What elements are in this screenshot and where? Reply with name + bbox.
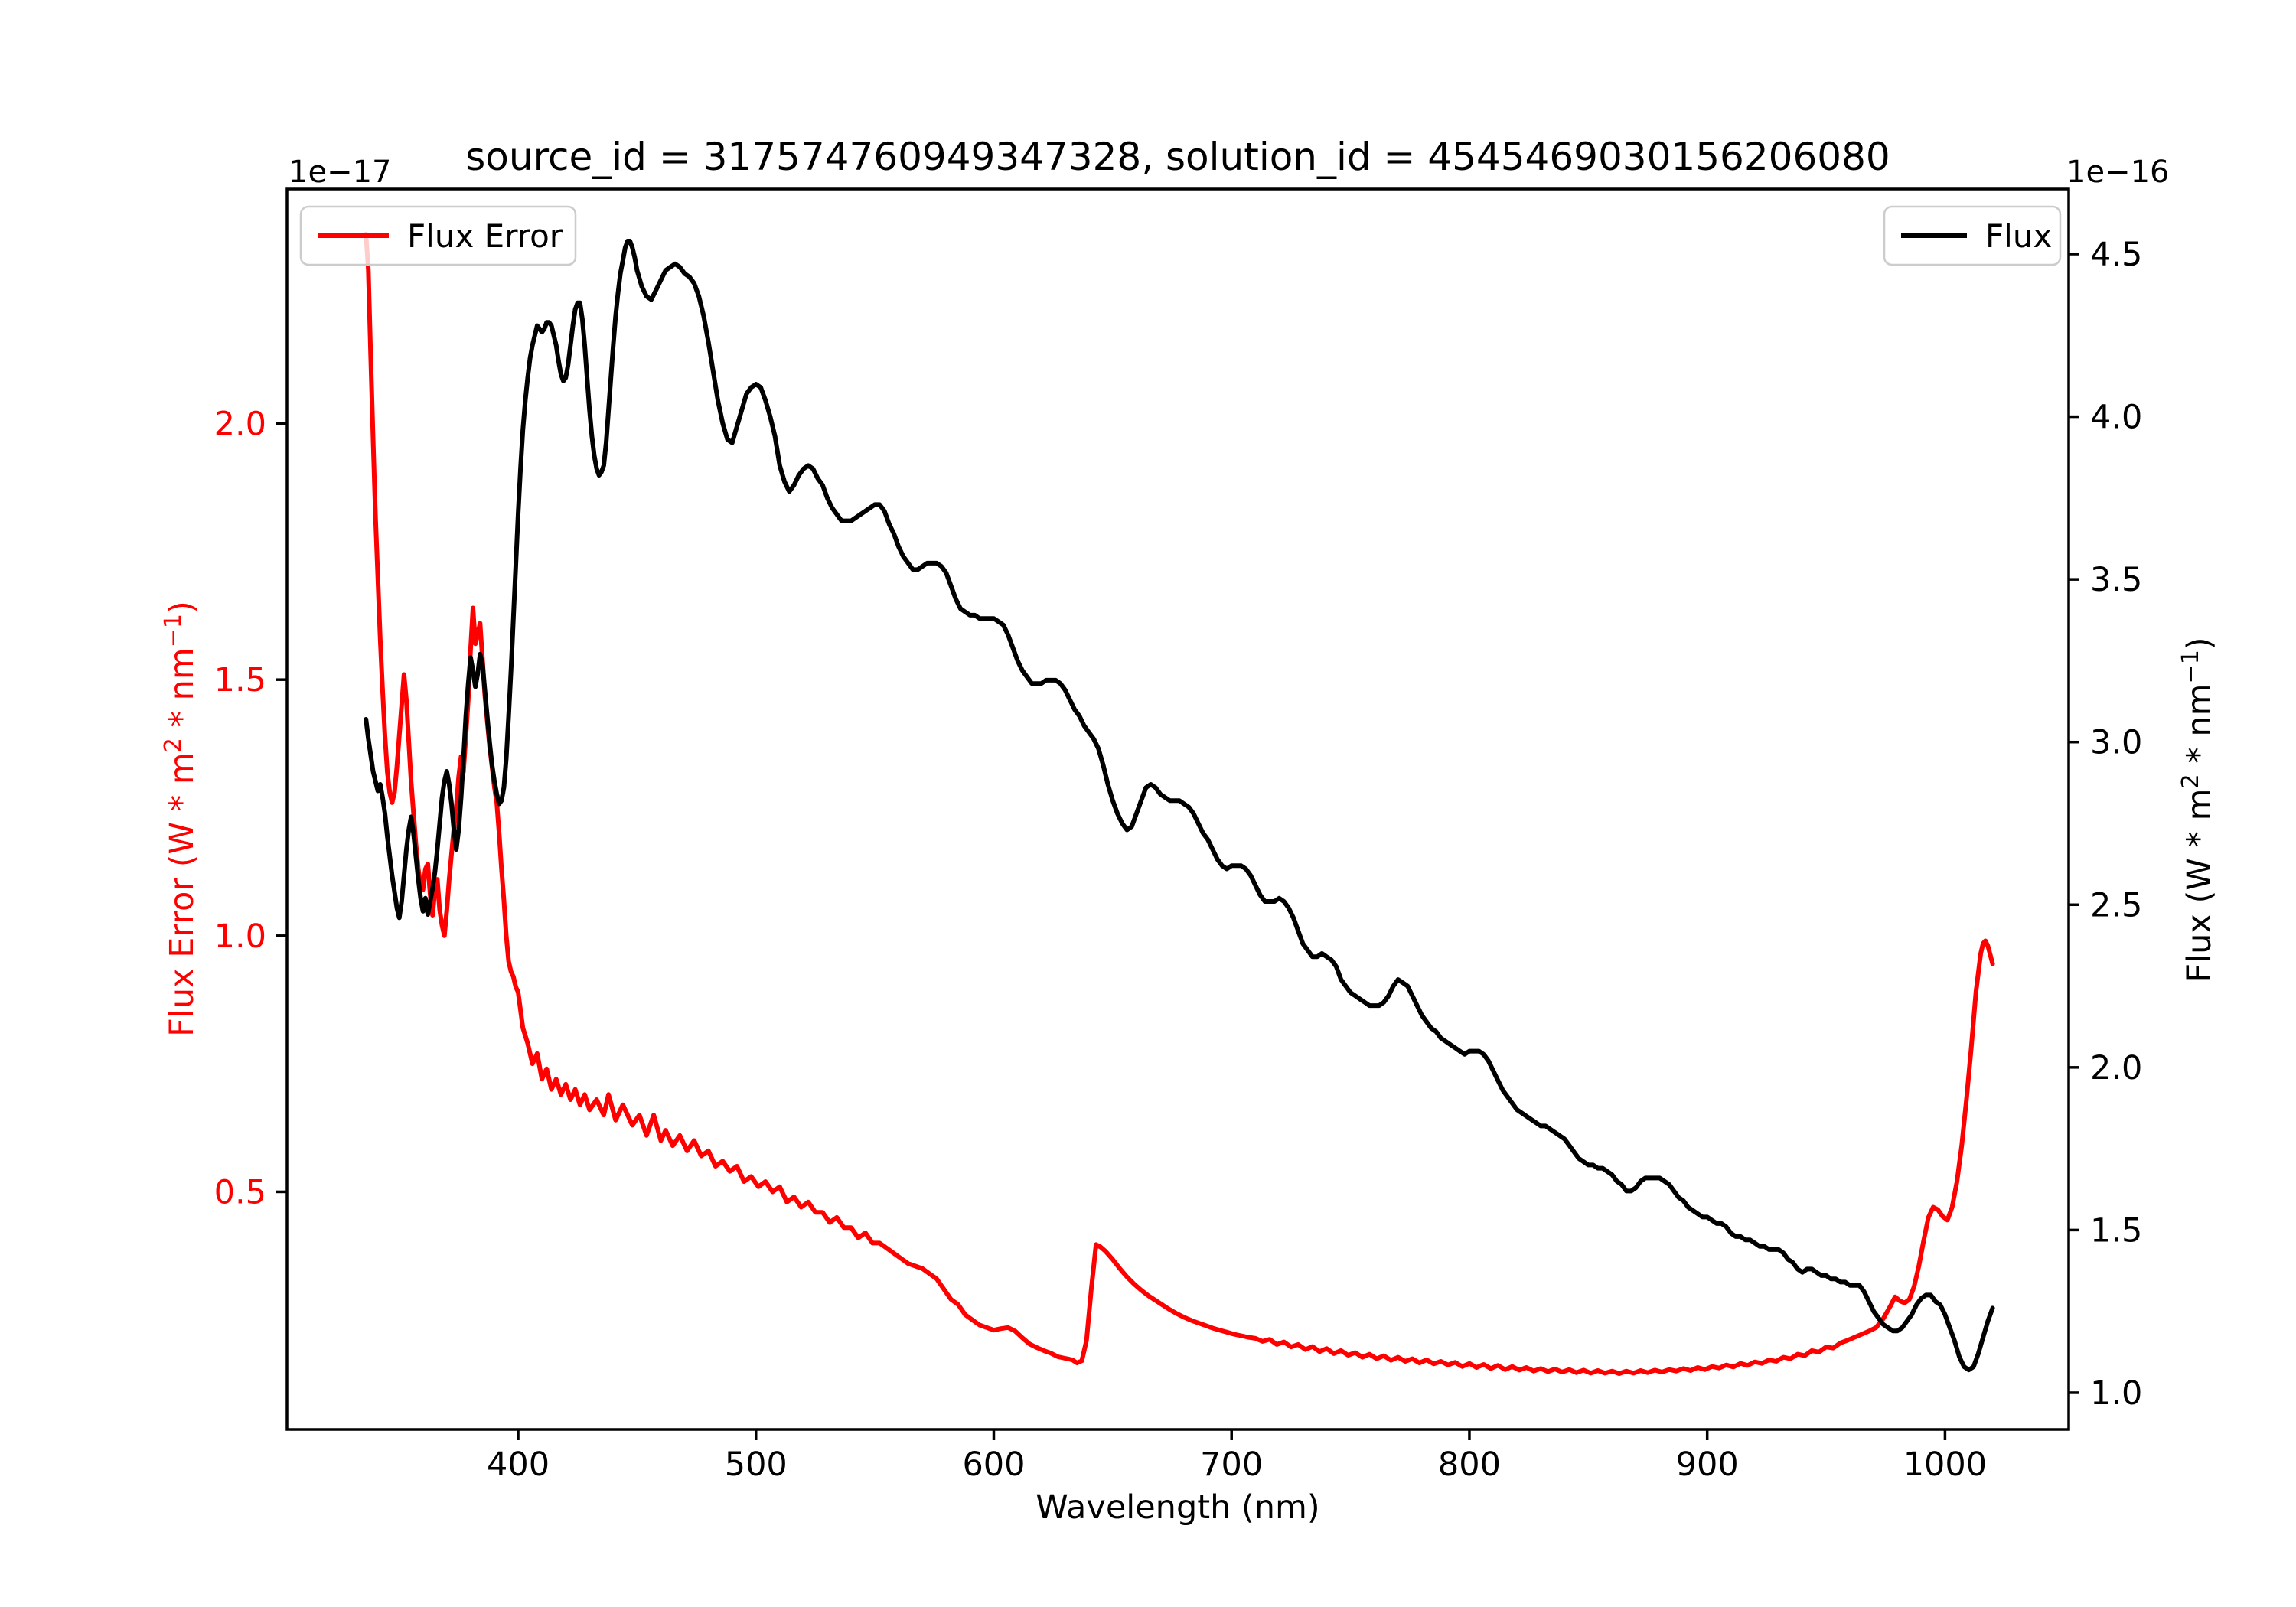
x-tick-label: 400: [487, 1446, 550, 1484]
y-right-tick-label: 4.5: [2090, 236, 2142, 274]
y-left-label-sup2: 2: [160, 738, 187, 752]
x-axis-label: Wavelength (nm): [1035, 1488, 1319, 1527]
y-right-label-part: ): [2180, 637, 2219, 650]
plot-area-border: [285, 187, 2070, 1431]
y-right-tick-label: 3.0: [2090, 724, 2142, 762]
y-right-tick-label: 2.5: [2090, 886, 2142, 924]
y-axis-label-left: Flux Error (W * m2 * nm−1): [160, 601, 201, 1037]
legend-flux-error: Flux Error: [299, 205, 577, 266]
x-tick-label: 600: [962, 1446, 1025, 1484]
y-right-label-sup2: 2: [2177, 774, 2204, 788]
y-left-tick-label: 2.0: [214, 406, 266, 444]
x-tick-label: 800: [1438, 1446, 1501, 1484]
axis-tick-labels: 400 500 600 700 800 900 1000 0.5 1.0 1.5 2.0 1.0 1.5…: [214, 236, 2143, 1484]
y-left-tick-label: 1.5: [214, 661, 266, 699]
y-left-label-part: Flux Error (W * m: [163, 752, 201, 1037]
y-left-label-part: ): [163, 601, 201, 614]
y-right-tick-label: 1.0: [2090, 1374, 2142, 1413]
y-right-tick-label: 2.0: [2090, 1049, 2142, 1087]
y-right-tick-label: 4.0: [2090, 399, 2142, 437]
legend-flux: Flux: [1883, 205, 2062, 266]
x-tick-label: 900: [1676, 1446, 1739, 1484]
y-axis-label-right: Flux (W * m2 * nm−1): [2177, 637, 2219, 982]
y-left-tick-label: 0.5: [214, 1173, 266, 1211]
x-tick-label: 500: [725, 1446, 788, 1484]
x-tick-label: 700: [1200, 1446, 1263, 1484]
offset-text-left: 1e−17: [289, 155, 391, 190]
y-right-label-part: Flux (W * m: [2180, 789, 2219, 983]
axis-ticks: [276, 253, 2079, 1440]
offset-text-right: 1e−16: [2066, 155, 2169, 190]
legend-box: [1883, 205, 2062, 266]
flux-line: [364, 239, 1995, 1373]
y-right-tick-label: 1.5: [2090, 1211, 2142, 1250]
y-left-label-part: * nm: [163, 647, 201, 738]
x-tick-label: 1000: [1903, 1446, 1987, 1484]
y-right-label-supm1: −1: [2177, 650, 2204, 683]
y-left-label-supm1: −1: [160, 614, 187, 647]
y-right-tick-label: 3.5: [2090, 561, 2142, 599]
legend-box: [299, 205, 577, 266]
legend-label-flux-error: Flux Error: [407, 217, 563, 255]
y-right-label-part: * nm: [2180, 683, 2219, 774]
y-left-tick-label: 1.0: [214, 918, 266, 956]
flux-error-line: [364, 231, 1995, 1376]
chart-title: source_id = 317574760949347328, solution…: [465, 135, 1890, 179]
legend-label-flux: Flux: [1985, 217, 2052, 255]
